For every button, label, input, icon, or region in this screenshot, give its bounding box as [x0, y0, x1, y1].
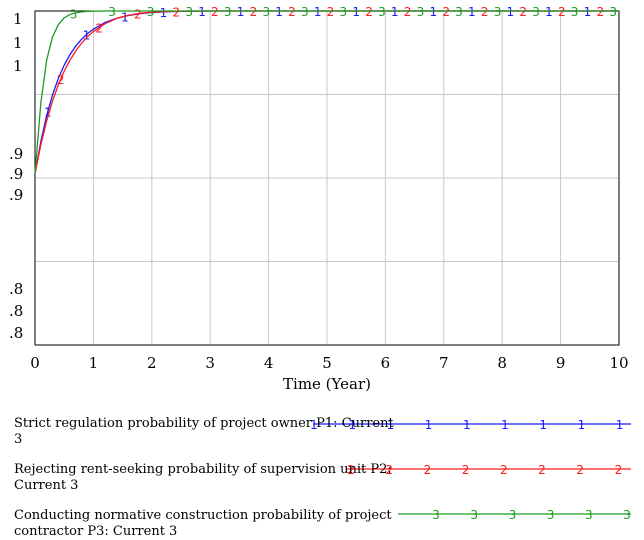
series-marker-p3: 3 — [147, 5, 155, 19]
y-tick-label: .9 — [9, 186, 24, 204]
series-marker-p3: 3 — [571, 5, 579, 19]
series-marker-p3: 3 — [262, 5, 270, 19]
legend-entry-p3: Conducting normative construction probab… — [14, 508, 392, 539]
series-marker-p2: 2 — [481, 5, 489, 19]
legend-marker-p2: 2 — [576, 463, 584, 477]
x-tick-label: 5 — [322, 354, 332, 372]
series-marker-p2: 2 — [211, 5, 219, 19]
legend-samples: 1 1 1 1 1 1 1 1 1 2 2 2 2 2 2 2 2 3 3 3 3 3 3 — [310, 418, 631, 522]
legend-marker-p1: 1 — [425, 418, 433, 432]
series-marker-p1: 1 — [352, 5, 360, 19]
series-marker-p2: 2 — [442, 5, 450, 19]
series-marker-p1: 1 — [584, 5, 592, 19]
x-axis-ticks: 0 1 2 3 4 5 6 7 8 9 10 — [30, 354, 628, 372]
y-tick-label: .8 — [9, 280, 24, 298]
y-tick-label: 1 — [13, 34, 23, 52]
series-marker-p3: 3 — [455, 5, 463, 19]
legend-marker-p3: 3 — [623, 508, 631, 522]
legend-marker-p2: 2 — [615, 463, 623, 477]
y-tick-label: .9 — [9, 165, 24, 183]
series-marker-p1: 1 — [507, 5, 515, 19]
legend-marker-p1: 1 — [539, 418, 547, 432]
series-marker-p3: 3 — [301, 5, 309, 19]
legend-marker-p3: 3 — [470, 508, 478, 522]
legend-marker-p2: 2 — [538, 463, 546, 477]
legend-marker-p3: 3 — [547, 508, 555, 522]
legend-marker-p3: 3 — [585, 508, 593, 522]
series-marker-p2: 2 — [288, 5, 296, 19]
series-marker-p3: 3 — [417, 5, 425, 19]
series-marker-p2: 2 — [250, 5, 258, 19]
legend-marker-p2: 2 — [385, 463, 393, 477]
series-marker-p3: 3 — [609, 5, 617, 19]
series-marker-p3: 3 — [224, 5, 232, 19]
legend-marker-p2: 2 — [347, 463, 355, 477]
series-marker-p2: 2 — [519, 5, 527, 19]
series-marker-p2: 2 — [596, 5, 604, 19]
series-marker-p3: 3 — [70, 7, 78, 21]
series-marker-p2: 2 — [327, 5, 335, 19]
x-tick-label: 8 — [497, 354, 507, 372]
series-marker-p3: 3 — [185, 5, 193, 19]
series-marker-p1: 1 — [237, 5, 245, 19]
series-marker-p3: 3 — [532, 5, 540, 19]
series-marker-p1: 1 — [545, 5, 553, 19]
grid-lines — [35, 11, 619, 345]
series-marker-p1: 1 — [160, 6, 168, 20]
legend-marker-p3: 3 — [432, 508, 440, 522]
series-marker-p1: 1 — [121, 10, 129, 24]
legend-entry-p1: Strict regulation probability of project… — [14, 416, 394, 447]
series-marker-p3: 3 — [494, 5, 502, 19]
series-marker-p2: 2 — [57, 73, 65, 87]
y-tick-label: .8 — [9, 302, 24, 320]
series-marker-p2: 2 — [558, 5, 566, 19]
series-marker-p1: 1 — [314, 5, 322, 19]
series-line-p3 — [34, 10, 619, 174]
x-tick-label: 7 — [439, 354, 449, 372]
series-marker-p2: 2 — [365, 5, 373, 19]
series-marker-p3: 3 — [108, 5, 116, 19]
x-tick-label: 10 — [609, 354, 628, 372]
legend-marker-p3: 3 — [509, 508, 517, 522]
legend-marker-p1: 1 — [310, 418, 318, 432]
legend-marker-p1: 1 — [463, 418, 471, 432]
legend-marker-p1: 1 — [387, 418, 395, 432]
series-marker-p1: 1 — [391, 5, 399, 19]
series-marker-p2: 2 — [404, 5, 412, 19]
series-marker-p3: 3 — [340, 5, 348, 19]
series-marker-p1: 1 — [44, 106, 52, 120]
y-tick-label: 1 — [13, 57, 23, 75]
series-marker-p1: 1 — [429, 5, 437, 19]
legend-entry-p2: Rejecting rent-seeking probability of su… — [14, 462, 392, 493]
series-marker-p2: 2 — [173, 5, 181, 19]
x-tick-label: 9 — [556, 354, 566, 372]
series-marker-p1: 1 — [83, 29, 91, 43]
series-marker-p1: 1 — [198, 5, 206, 19]
x-tick-label: 6 — [381, 354, 391, 372]
y-tick-label: 1 — [13, 10, 23, 28]
series-marker-p1: 1 — [468, 5, 476, 19]
legend-marker-p2: 2 — [462, 463, 470, 477]
series-marker-p3: 3 — [378, 5, 386, 19]
series-marker-p1: 1 — [275, 5, 283, 19]
x-tick-label: 4 — [264, 354, 274, 372]
x-axis-label: Time (Year) — [283, 375, 371, 393]
legend-marker-p1: 1 — [348, 418, 356, 432]
y-tick-label: .8 — [9, 324, 24, 342]
legend-marker-p1: 1 — [578, 418, 586, 432]
legend-marker-p2: 2 — [500, 463, 508, 477]
x-tick-label: 1 — [89, 354, 99, 372]
legend-marker-p1: 1 — [501, 418, 509, 432]
x-tick-label: 0 — [30, 354, 40, 372]
legend-marker-p1: 1 — [616, 418, 624, 432]
x-tick-label: 3 — [205, 354, 215, 372]
y-tick-label: .9 — [9, 145, 24, 163]
series-marker-p2: 2 — [95, 22, 103, 36]
series-marker-p2: 2 — [134, 8, 142, 22]
legend-marker-p2: 2 — [424, 463, 432, 477]
x-tick-label: 2 — [147, 354, 157, 372]
